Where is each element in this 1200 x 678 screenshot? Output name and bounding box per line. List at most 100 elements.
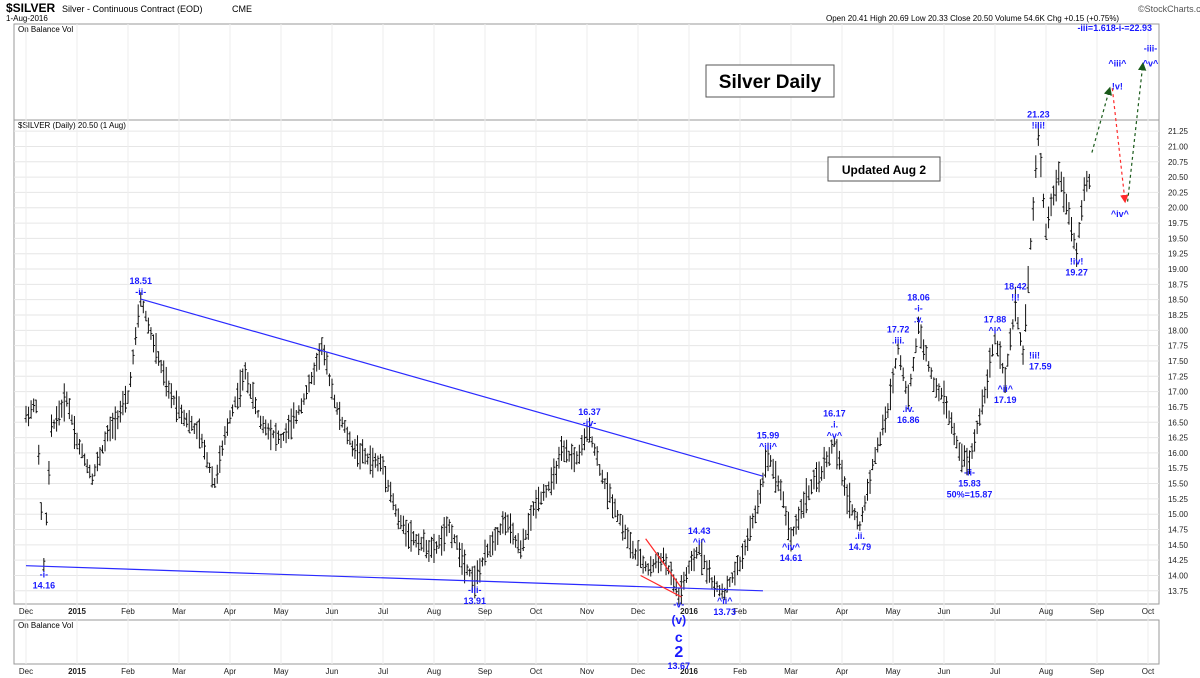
y-tick-1: 14.00 (1168, 571, 1189, 580)
ohlc-bar-219 (582, 428, 586, 451)
ohlc-bar-276 (728, 577, 732, 588)
wave-label-0: 18.51 (129, 276, 152, 286)
ohlc-bar-311 (817, 461, 821, 493)
ohlc-bar-101 (282, 431, 286, 441)
obv-label-bottom: On Balance Vol (18, 621, 73, 630)
ohlc-bar-355 (929, 367, 933, 380)
ohlc-bar-295 (776, 475, 780, 492)
x-tick-bottom-7: Jul (378, 667, 388, 676)
ohlc-bar-387 (1011, 319, 1015, 330)
ohlc-bar-401 (1047, 206, 1051, 229)
ohlc-bar-39 (123, 385, 127, 413)
ohlc-bar-298 (784, 506, 788, 526)
ohlc-bar-267 (705, 560, 709, 584)
x-tick-bottom-3: Mar (172, 667, 186, 676)
ohlc-bar-350 (917, 316, 920, 335)
ohlc-bar-202 (539, 491, 543, 505)
ohlc-bar-329 (863, 495, 867, 511)
ohlc-bar-148 (401, 515, 405, 534)
wave-label-20: 14.79 (849, 542, 872, 552)
ohlc-bar-12 (55, 406, 59, 432)
ohlc-bar-265 (700, 539, 704, 576)
ohlc-bar-351 (919, 324, 923, 349)
ohlc-bar-1 (27, 406, 31, 427)
ohlc-bar-413 (1077, 222, 1081, 239)
x-tick-bottom-12: Dec (631, 667, 645, 676)
ohlc-bar-181 (486, 543, 490, 558)
cycle-label-3: 13.67 (668, 661, 691, 671)
ohlc-bar-69 (200, 433, 204, 448)
ohlc-bar-138 (376, 455, 380, 472)
ohlc-bar-151 (409, 520, 413, 552)
y-tick-18: 18.25 (1168, 311, 1189, 320)
ohlc-bar-210 (560, 435, 563, 461)
ohlc-bar-118 (325, 351, 329, 375)
ohlc-bar-98 (274, 422, 278, 451)
ohlc-bar-124 (340, 416, 344, 428)
x-tick-13: 2016 (680, 607, 698, 616)
ohlc-bar-391 (1021, 345, 1025, 365)
ohlc-bar-16 (65, 391, 69, 407)
wave-label-12: 15.99 (757, 431, 780, 441)
ohlc-bar-165 (445, 516, 449, 537)
x-axis-bottom: Dec 2015 Feb Mar Apr May Jun Jul Aug Sep Oct Nov Dec… (19, 667, 1155, 676)
ohlc-bar-246 (651, 559, 655, 573)
ohlc-bar-191 (511, 522, 515, 545)
ohlc-bar-149 (404, 519, 408, 547)
ohlc-bar-356 (932, 377, 936, 392)
ohlc-bar-396 (1034, 155, 1038, 178)
ohlc-bar-227 (603, 478, 607, 490)
ohlc-bar-336 (881, 414, 885, 436)
ohlc-bar-33 (108, 416, 112, 442)
ohlc-bar-91 (256, 409, 260, 418)
ohlc-bar-22 (80, 443, 84, 459)
ohlc-bar-359 (939, 387, 943, 400)
ohlc-bar-293 (771, 458, 775, 480)
ohlc-bar-388 (1013, 286, 1017, 322)
ohlc-bar-55 (164, 366, 168, 397)
ohlc-bar-95 (266, 423, 270, 440)
ohlc-bar-182 (488, 535, 492, 557)
projection-arrow-2 (1127, 62, 1147, 202)
ohlc-readout: Open 20.41 High 20.69 Low 20.33 Close 20… (826, 14, 1119, 23)
exchange: CME (232, 4, 252, 14)
ohlc-bar-114 (315, 352, 319, 372)
ohlc-bar-312 (820, 466, 824, 481)
ohlc-bar-342 (896, 341, 900, 355)
ohlc-bar-192 (514, 535, 518, 548)
x-tick-bottom-17: May (885, 667, 900, 676)
x-tick-bottom-0: Dec (19, 667, 33, 676)
ohlc-bar-133 (363, 448, 367, 465)
wave-label-44: !v! (1112, 81, 1123, 91)
x-tick-7: Jul (378, 607, 388, 616)
x-tick-1: 2015 (68, 607, 86, 616)
trendline-1 (25, 565, 763, 592)
ohlc-bar-390 (1019, 332, 1022, 346)
y-tick-22: 19.25 (1168, 250, 1189, 259)
ohlc-bar-99 (276, 430, 280, 444)
ohlc-bar-361 (945, 396, 949, 419)
wave-label-43: ^iii^ (1108, 59, 1127, 69)
ohlc-bar-157 (424, 539, 428, 559)
ohlc-bar-10 (50, 414, 53, 437)
title-box (705, 64, 835, 98)
ohlc-bar-233 (618, 513, 622, 526)
x-tick-bottom-19: Jul (990, 667, 1000, 676)
ohlc-bar-7 (42, 558, 46, 572)
ohlc-bar-325 (853, 508, 857, 521)
wave-label-34: 17.19 (994, 395, 1017, 405)
ohlc-bar-372 (973, 429, 977, 452)
ohlc-bar-365 (955, 435, 959, 449)
wave-label-30: 50%=15.87 (947, 489, 993, 499)
ohlc-bar-400 (1044, 223, 1048, 240)
y-axis: 13.75 14.00 14.25 14.50 14.75 15.00 15.25 15.50… (1168, 127, 1189, 596)
ohlc-bar-228 (605, 472, 609, 510)
ohlc-bar-382 (998, 341, 1002, 369)
ohlc-bar-195 (521, 528, 525, 552)
ohlc-bar-30 (101, 445, 104, 454)
x-tick-9: Sep (478, 607, 493, 616)
ohlc-bar-137 (373, 453, 377, 468)
ohlc-bar-408 (1064, 193, 1068, 215)
ohlc-bar-19 (72, 415, 76, 450)
ohlc-bar-76 (218, 445, 222, 473)
